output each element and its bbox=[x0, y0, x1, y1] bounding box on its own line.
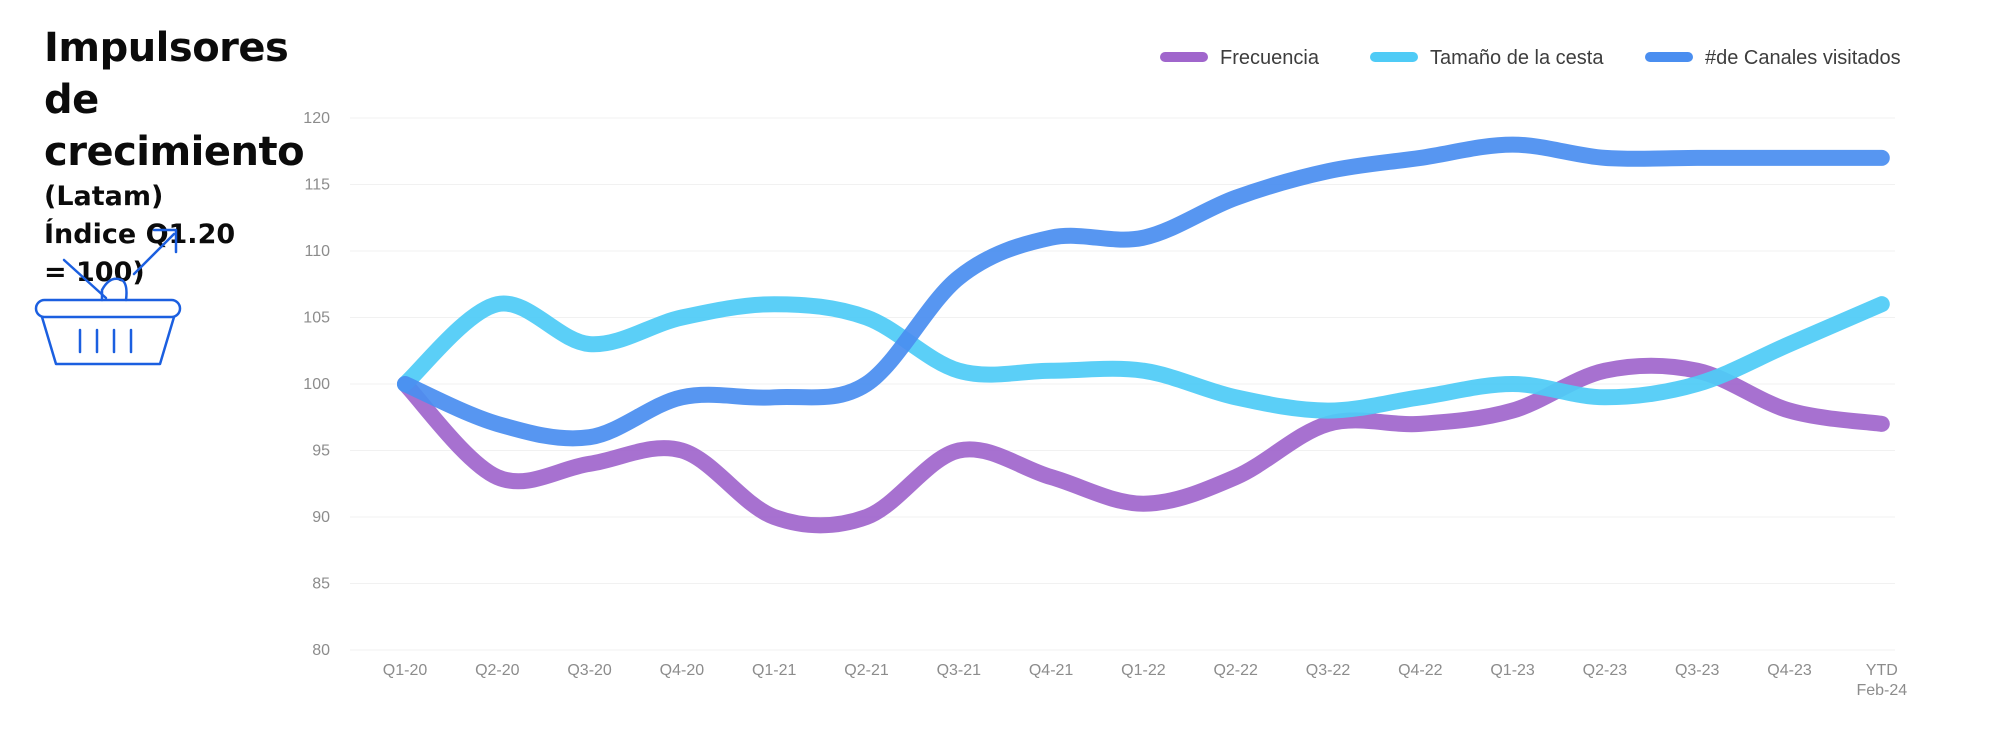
x-tick-label: Q2-20 bbox=[475, 662, 520, 679]
title-line-1: Impulsores de bbox=[44, 25, 289, 123]
x-tick-label: Q4-22 bbox=[1398, 662, 1443, 679]
y-tick-label: 80 bbox=[312, 642, 330, 659]
x-tick-label: Q3-21 bbox=[937, 662, 982, 679]
x-tick-label: Q1-20 bbox=[383, 662, 428, 679]
x-tick-label: Q2-22 bbox=[1213, 662, 1258, 679]
title-line-3: (Latam) bbox=[44, 181, 164, 212]
chart-title: Impulsores de crecimiento (Latam) Índice… bbox=[44, 22, 344, 292]
series-line-frecuencia bbox=[397, 357, 1890, 534]
x-tick-label: Q1-21 bbox=[752, 662, 797, 679]
y-axis: 80 85 90 95 100 105 110 115 120 bbox=[303, 110, 330, 659]
y-tick-label: 115 bbox=[304, 177, 330, 194]
series-line-tamaño-de-la-cesta bbox=[397, 295, 1890, 419]
title-line-4: Índice Q1.20 bbox=[44, 219, 236, 250]
y-tick-label: 110 bbox=[304, 243, 330, 260]
series-line-de-canales-visitados bbox=[397, 136, 1890, 447]
series-lines bbox=[397, 136, 1890, 534]
x-tick-label: Q1-23 bbox=[1490, 662, 1535, 679]
grid-lines bbox=[350, 117, 1895, 651]
y-tick-label: 90 bbox=[312, 509, 330, 526]
y-tick-label: 120 bbox=[303, 110, 330, 127]
x-tick-label: Q4-23 bbox=[1767, 662, 1812, 679]
x-tick-label: Q3-20 bbox=[567, 662, 612, 679]
x-tick-label: Q3-22 bbox=[1306, 662, 1351, 679]
y-tick-label: 105 bbox=[303, 310, 330, 327]
x-tick-label: Q4-21 bbox=[1029, 662, 1074, 679]
x-axis: Q1-20 Q2-20 Q3-20 Q4-20 Q1-21 Q2-21 Q3-21 Q4-21… bbox=[383, 662, 1907, 699]
x-tick-label: Q1-22 bbox=[1121, 662, 1166, 679]
x-tick-label: Q2-23 bbox=[1583, 662, 1628, 679]
y-tick-label: 85 bbox=[312, 576, 330, 593]
legend-label: Tamaño de la cesta bbox=[1430, 47, 1604, 69]
shopping-basket-growth-icon bbox=[34, 228, 182, 366]
x-tick-label: Q4-20 bbox=[660, 662, 705, 679]
x-tick-label: Q2-21 bbox=[844, 662, 889, 679]
y-tick-label: 100 bbox=[303, 376, 330, 393]
x-tick-label: YTD Feb-24 bbox=[1856, 662, 1907, 699]
legend-label: Frecuencia bbox=[1220, 47, 1320, 69]
legend: Frecuencia Tamaño de la cesta #de Canales … bbox=[1160, 47, 1901, 69]
title-line-2: crecimiento bbox=[44, 129, 305, 175]
x-tick-label: Q3-23 bbox=[1675, 662, 1720, 679]
legend-label: #de Canales visitados bbox=[1705, 47, 1901, 69]
title-line-5: = 100) bbox=[44, 257, 145, 288]
y-tick-label: 95 bbox=[312, 443, 330, 460]
